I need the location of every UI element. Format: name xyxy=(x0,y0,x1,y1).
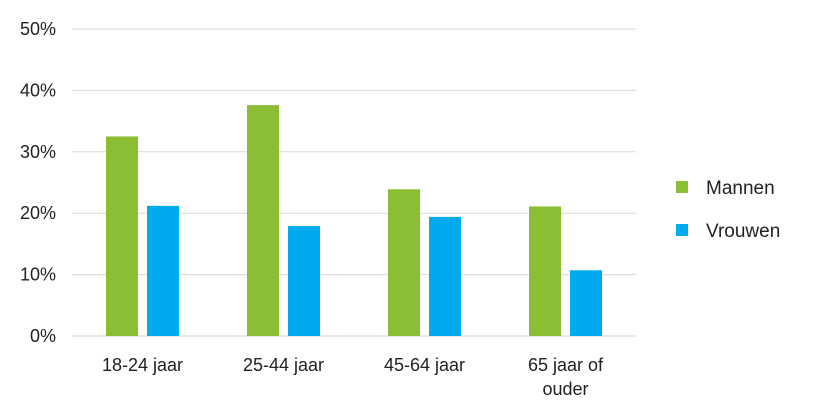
legend: Mannen Vrouwen xyxy=(676,178,780,242)
y-tick-label: 0% xyxy=(30,326,56,346)
bar-mannen xyxy=(106,136,138,336)
bar-mannen xyxy=(247,105,279,336)
bar-vrouwen xyxy=(288,226,320,336)
x-category-label: 18-24 jaar xyxy=(102,355,183,375)
x-category-label: 25-44 jaar xyxy=(243,355,324,375)
x-category-label: 65 jaar of xyxy=(528,355,604,375)
x-axis-labels: 18-24 jaar 25-44 jaar 45-64 jaar 65 jaar of… xyxy=(102,355,604,399)
x-category-label: 45-64 jaar xyxy=(384,355,465,375)
y-tick-label: 40% xyxy=(20,80,56,100)
legend-label: Vrouwen xyxy=(706,221,780,242)
x-category-label: ouder xyxy=(542,379,588,399)
bar-vrouwen xyxy=(570,270,602,336)
legend-label: Mannen xyxy=(706,178,775,199)
bar-vrouwen xyxy=(147,205,179,336)
bars xyxy=(106,105,602,336)
legend-swatch-mannen xyxy=(676,181,688,193)
y-tick-label: 10% xyxy=(20,265,56,285)
bar-mannen xyxy=(529,206,561,336)
y-tick-label: 20% xyxy=(20,203,56,223)
y-tick-label: 50% xyxy=(20,19,56,39)
legend-swatch-vrouwen xyxy=(676,224,688,236)
bar-vrouwen xyxy=(429,216,461,336)
y-axis-ticks: 0% 10% 20% 30% 40% 50% xyxy=(20,19,56,346)
y-tick-label: 30% xyxy=(20,142,56,162)
bar-mannen xyxy=(388,189,420,336)
